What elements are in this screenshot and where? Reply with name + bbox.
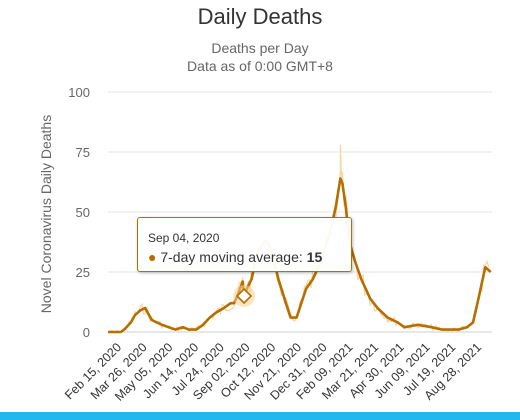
moving-average-line[interactable] (108, 177, 492, 334)
gridlines (108, 91, 492, 333)
y-tick-label: 50 (76, 205, 90, 220)
y-tick-label: 0 (83, 325, 90, 340)
tooltip-series-dot-icon: ● (148, 249, 157, 265)
chart-title: Daily Deaths (197, 4, 323, 29)
y-tick-label: 100 (68, 85, 90, 100)
y-axis-ticks: 0 25 50 75 100 (68, 85, 90, 340)
tooltip-value: 15 (306, 249, 323, 265)
hover-point-marker (235, 287, 253, 305)
bottom-accent-bar (0, 412, 520, 420)
hover-marker (233, 285, 256, 307)
chart-subtitle: Deaths per Day (211, 40, 309, 56)
y-tick-label: 25 (76, 265, 90, 280)
y-tick-label: 75 (76, 145, 90, 160)
tooltip-date: Sep 04, 2020 (148, 231, 220, 245)
tooltip: Sep 04, 2020 ● 7-day moving average: 15 (137, 217, 352, 272)
tooltip-row: ● 7-day moving average: 15 (148, 249, 323, 265)
tooltip-series-name: 7-day moving average (160, 249, 299, 265)
chart-data-timestamp: Data as of 0:00 GMT+8 (187, 58, 333, 74)
